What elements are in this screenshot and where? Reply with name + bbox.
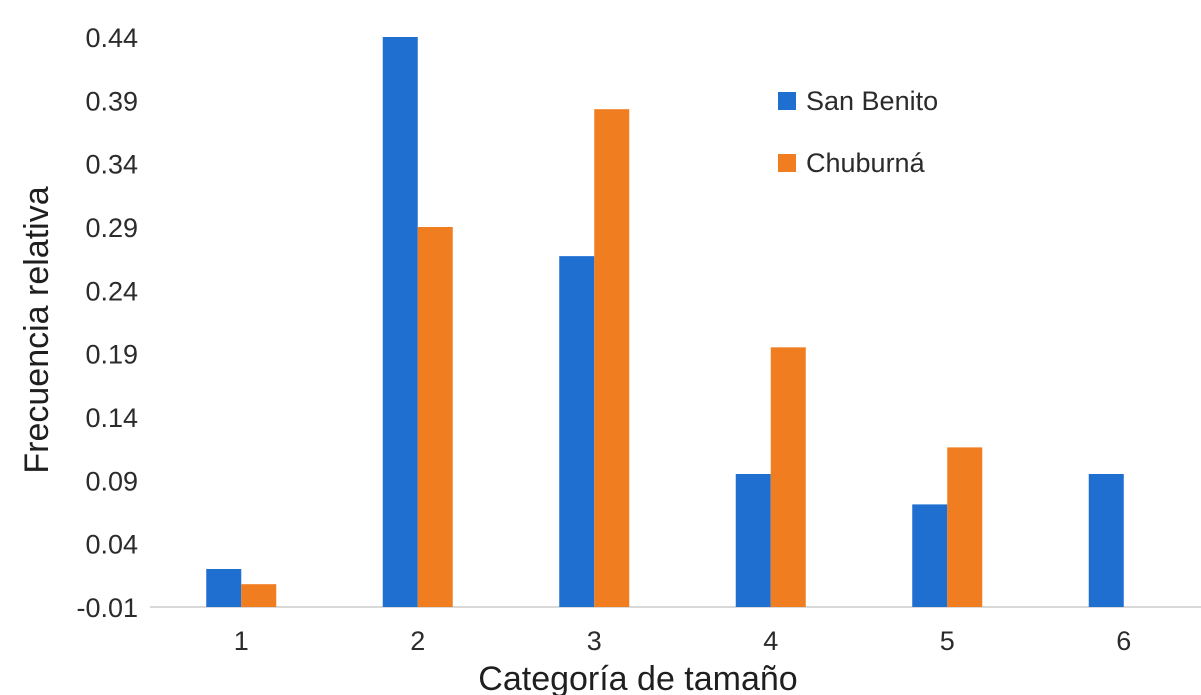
y-axis-title: Frecuencia relativa bbox=[18, 186, 56, 473]
bar-san-benito-3 bbox=[559, 256, 595, 607]
bar-san-benito-2 bbox=[382, 37, 418, 607]
y-tick-label: -0.01 bbox=[76, 593, 138, 623]
bar-san-benito-5 bbox=[912, 504, 948, 607]
y-tick-label: 0.04 bbox=[85, 530, 138, 560]
y-tick-label: 0.29 bbox=[85, 213, 138, 243]
x-tick-label: 4 bbox=[763, 626, 778, 656]
bar-san-benito-4 bbox=[735, 474, 771, 607]
bar-san-benito-1 bbox=[206, 569, 242, 607]
y-tick-labels: 0.44 0.39 0.34 0.29 0.24 0.19 0.14 0.09 0.04 -0.0… bbox=[76, 23, 138, 623]
x-tick-labels: 1 2 3 4 5 6 bbox=[234, 626, 1132, 656]
bar-san-benito-6 bbox=[1088, 474, 1124, 607]
y-tick-label: 0.24 bbox=[85, 276, 138, 306]
x-tick-label: 5 bbox=[940, 626, 955, 656]
y-tick-label: 0.34 bbox=[85, 150, 138, 180]
bar-chuburna-1 bbox=[241, 584, 277, 607]
x-tick-label: 3 bbox=[587, 626, 602, 656]
legend-label-san-benito: San Benito bbox=[806, 86, 938, 116]
x-tick-label: 1 bbox=[234, 626, 249, 656]
y-tick-label: 0.44 bbox=[85, 23, 138, 53]
y-tick-label: 0.14 bbox=[85, 403, 138, 433]
legend-swatch-chuburna bbox=[778, 154, 796, 172]
bars bbox=[206, 37, 1124, 607]
bar-chuburna-2 bbox=[417, 227, 453, 607]
legend-swatch-san-benito bbox=[778, 92, 796, 110]
bar-chuburna-4 bbox=[770, 347, 806, 607]
x-axis-title: Categoría de tamaño bbox=[478, 660, 797, 695]
bar-chuburna-5 bbox=[947, 447, 983, 607]
y-tick-label: 0.39 bbox=[85, 86, 138, 116]
legend: San Benito Chuburná bbox=[778, 86, 938, 178]
x-tick-label: 2 bbox=[410, 626, 425, 656]
x-tick-label: 6 bbox=[1116, 626, 1131, 656]
y-tick-label: 0.19 bbox=[85, 340, 138, 370]
legend-label-chuburna: Chuburná bbox=[806, 148, 926, 178]
bar-chuburna-3 bbox=[594, 109, 630, 607]
y-tick-label: 0.09 bbox=[85, 466, 138, 496]
